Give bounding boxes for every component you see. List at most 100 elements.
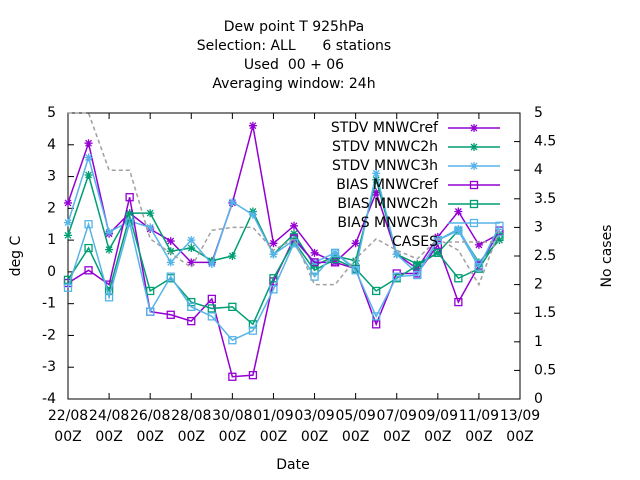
title-line: Averaging window: 24h: [212, 76, 375, 92]
x-tick-label: 11/09: [459, 408, 499, 424]
data-point: [469, 199, 479, 209]
data-point: [84, 170, 93, 179]
data-point: [290, 221, 298, 230]
data-point: [269, 285, 278, 294]
data-point: [64, 198, 72, 207]
y-tick-label: 4: [47, 137, 56, 153]
x-tick-label: 01/09: [253, 408, 293, 424]
data-point: [351, 239, 360, 248]
title-line: Dew point T 925hPa: [224, 19, 364, 35]
data-point: [372, 188, 381, 197]
x-axis-label: Date: [276, 457, 309, 473]
data-point: [228, 302, 237, 311]
y-tick-label: -3: [42, 359, 56, 375]
data-point: [187, 244, 196, 253]
y-tick-label: -2: [42, 327, 56, 343]
legend-label: STDV MNWCref: [331, 120, 439, 136]
data-point: [146, 209, 155, 218]
data-point: [84, 266, 93, 275]
x-tick-label: 24/08: [89, 408, 129, 424]
x-tick-label: 00Z: [260, 429, 287, 445]
x-tick-label: 05/09: [335, 408, 375, 424]
data-point: [146, 223, 155, 232]
data-point: [372, 175, 381, 184]
data-point: [289, 239, 299, 248]
data-point: [330, 248, 340, 257]
legend-label: STDV MNWC2h: [332, 139, 438, 155]
series-line: [68, 112, 501, 287]
data-point: [495, 232, 504, 242]
x-tick-label: 13/09: [500, 408, 540, 424]
data-point: [125, 217, 134, 226]
data-point: [372, 286, 381, 296]
x-tick-label: 09/09: [418, 408, 458, 424]
data-point: [433, 235, 442, 245]
data-point: [63, 275, 73, 284]
data-point: [433, 248, 442, 257]
data-point: [187, 302, 196, 311]
data-point: [454, 207, 463, 216]
legend-label: CASES: [392, 234, 438, 250]
data-point: [248, 121, 257, 130]
plot-frame: [67, 112, 521, 400]
data-point: [248, 326, 258, 335]
data-point: [474, 240, 483, 249]
y2-tick-label: 2: [534, 277, 543, 293]
data-point: [105, 245, 114, 254]
data-point: [166, 247, 175, 256]
data-point: [310, 248, 319, 257]
data-point: [166, 310, 175, 319]
x-tick-label: 30/08: [212, 408, 252, 424]
x-tick-label: 00Z: [465, 429, 492, 445]
data-point: [146, 286, 155, 296]
data-point: [351, 256, 360, 265]
data-point: [454, 274, 463, 283]
data-point: [310, 258, 319, 267]
data-point: [413, 261, 422, 270]
y-tick-label: 3: [47, 169, 56, 185]
x-tick-label: 03/09: [294, 408, 334, 424]
data-point: [470, 124, 478, 132]
data-point: [454, 297, 463, 307]
y2-tick-label: 2.5: [534, 248, 556, 264]
data-point: [413, 270, 422, 280]
y-tick-label: 1: [47, 232, 56, 248]
x-tick-label: 00Z: [342, 429, 369, 445]
data-point: [470, 143, 478, 151]
data-point: [454, 224, 463, 233]
data-point: [269, 274, 278, 283]
x-tick-label: 07/09: [377, 408, 417, 424]
data-point: [469, 218, 479, 228]
data-point: [413, 259, 422, 268]
data-point: [469, 180, 479, 190]
data-point: [392, 272, 401, 281]
data-point: [474, 262, 484, 272]
y-tick-label: 5: [47, 105, 56, 121]
y2-tick-label: 3: [534, 219, 543, 235]
data-point: [269, 250, 278, 259]
series-line: [67, 125, 500, 270]
data-point: [207, 259, 216, 268]
y2-tick-label: 0.5: [534, 362, 556, 378]
x-tick-label: 00Z: [424, 429, 451, 445]
series-line: [67, 213, 501, 326]
data-point: [290, 229, 298, 238]
y-tick-label: -1: [42, 296, 56, 312]
x-tick-label: 00Z: [136, 429, 163, 445]
x-tick-label: 26/08: [130, 408, 170, 424]
y2-axis-label: No cases: [599, 225, 615, 288]
y-tick-label: 2: [47, 200, 56, 216]
y2-tick-label: 1.5: [534, 305, 556, 321]
data-point: [372, 320, 381, 329]
x-tick-label: 00Z: [219, 429, 246, 445]
data-point: [64, 231, 72, 240]
data-point: [392, 250, 401, 259]
x-tick-label: 00Z: [54, 429, 81, 445]
data-point: [84, 220, 93, 229]
data-point: [228, 197, 237, 206]
data-point: [146, 307, 155, 316]
data-point: [84, 243, 93, 253]
data-point: [104, 293, 114, 302]
data-point: [470, 162, 478, 170]
